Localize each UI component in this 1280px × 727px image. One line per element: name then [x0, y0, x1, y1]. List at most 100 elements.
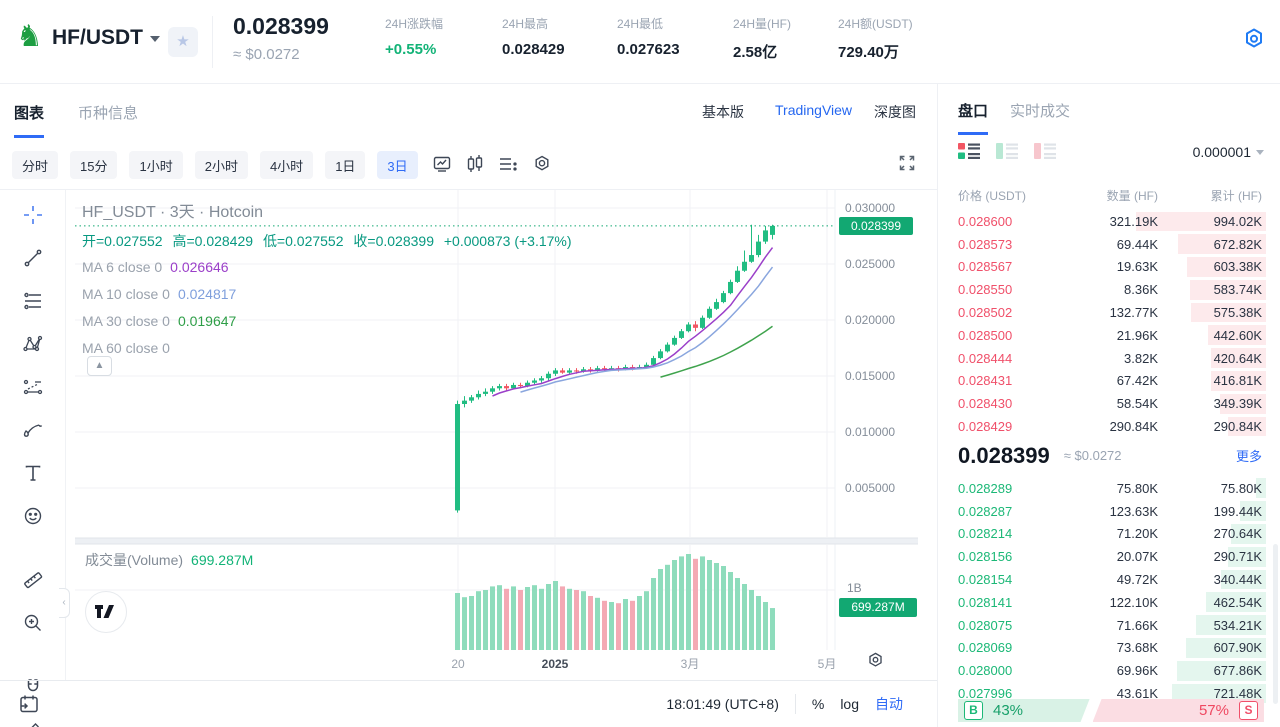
fullscreen-icon[interactable]	[898, 154, 916, 172]
tab-recent-trades[interactable]: 实时成交	[1010, 103, 1071, 120]
trend-line-icon[interactable]	[22, 247, 44, 269]
crosshair-icon[interactable]	[22, 204, 44, 226]
clock-readout[interactable]: 18:01:49 (UTC+8)	[666, 696, 779, 712]
volume-axis-max-label: 1B	[847, 581, 862, 595]
precision-dropdown[interactable]: 0.000001	[1193, 144, 1264, 160]
favorite-star-button[interactable]: ★	[168, 27, 198, 57]
orderbook-ask-row[interactable]: 0.028429 290.84K 290.84K	[958, 415, 1266, 438]
orderbook-bid-row[interactable]: 0.028156 20.07K 290.71K	[958, 545, 1266, 568]
orderbook-ask-row[interactable]: 0.028573 69.44K 672.82K	[958, 233, 1266, 256]
orderbook-bid-row[interactable]: 0.028000 69.96K 677.86K	[958, 659, 1266, 682]
layout-both-icon[interactable]	[958, 142, 980, 160]
draw-lock-icon[interactable]	[22, 719, 44, 727]
tab-coin-info[interactable]: 币种信息	[78, 105, 139, 122]
buy-sell-ratio-bar: B 43% 57% S	[958, 699, 1264, 722]
tab-chart[interactable]: 图表	[14, 102, 45, 138]
current-price-usd: ≈ $0.0272	[1063, 448, 1122, 464]
brush-icon[interactable]	[22, 419, 44, 441]
interval-button-分时[interactable]: 分时	[12, 151, 59, 179]
text-tool-icon[interactable]	[22, 462, 44, 484]
interval-button-4小时[interactable]: 4小时	[259, 151, 314, 179]
volume-value: 699.287M	[191, 552, 254, 568]
orderbook-ask-row[interactable]: 0.028567 19.63K 603.38K	[958, 256, 1266, 279]
current-price: 0.028399	[958, 442, 1050, 468]
time-axis-settings-icon[interactable]	[866, 651, 885, 670]
orderbook-ask-row[interactable]: 0.028431 67.42K 416.81K	[958, 370, 1266, 393]
emoji-tool-icon[interactable]	[22, 505, 44, 527]
orderbook-ask-row[interactable]: 0.028600 321.19K 994.02K	[958, 210, 1266, 233]
stat-value: +0.55%	[385, 41, 437, 58]
chart-section: 图表 币种信息 基本版 TradingView 深度图 分时 15分 1小时 2小时 4…	[0, 84, 938, 727]
svg-text:0.010000: 0.010000	[845, 425, 895, 439]
header: ♞ HF/USDT ★ 0.028399 ≈ $0.0272 24H涨跌幅 +0…	[0, 0, 1280, 84]
legend-collapse-button[interactable]: ▲	[87, 356, 112, 376]
stat-low: 24H最低 0.027623	[617, 15, 680, 58]
candlestick-chart[interactable]: 0.030000 0.025000 0.020000 0.015000 0.010000…	[66, 190, 937, 680]
precision-caret-icon	[1256, 149, 1264, 159]
toolbar-collapse-handle[interactable]: ‹	[59, 588, 70, 618]
tradingview-logo-icon[interactable]	[85, 591, 127, 633]
orderbook-bid-row[interactable]: 0.027996 43.61K 721.48K	[958, 682, 1266, 705]
orderbook-ask-row[interactable]: 0.028500 21.96K 442.60K	[958, 324, 1266, 347]
interval-button-1日[interactable]: 1日	[325, 151, 366, 179]
interval-button-2小时[interactable]: 2小时	[194, 151, 248, 179]
bids-list: 0.028289 75.80K 75.80K 0.028287 123.63K 199.4…	[938, 475, 1280, 705]
chart-svg[interactable]: 0.030000 0.025000 0.020000 0.015000 0.010000…	[66, 190, 938, 680]
orderbook-bid-row[interactable]: 0.028289 75.80K 75.80K	[958, 477, 1266, 500]
svg-text:0.030000: 0.030000	[845, 201, 895, 215]
chart-toolbar-icons	[432, 154, 552, 174]
orderbook-bid-row[interactable]: 0.028141 122.10K 462.54K	[958, 591, 1266, 614]
orderbook-ask-row[interactable]: 0.028502 132.77K 575.38K	[958, 301, 1266, 324]
percent-scale-button[interactable]: %	[811, 696, 825, 712]
orderbook-layout-switch	[958, 142, 1056, 160]
col-price: 价格 (USDT)	[958, 188, 1026, 203]
orderbook-scrollbar[interactable]	[1273, 544, 1278, 704]
fib-retracement-icon[interactable]	[22, 290, 44, 312]
xabcd-pattern-icon[interactable]	[22, 333, 44, 355]
stat-high: 24H最高 0.028429	[502, 15, 565, 58]
layout-bids-icon[interactable]	[996, 142, 1018, 160]
forecast-tool-icon[interactable]	[22, 376, 44, 398]
last-price-usd: ≈ $0.0272	[233, 46, 300, 63]
layout-asks-icon[interactable]	[1034, 142, 1056, 160]
indicators-list-icon[interactable]	[498, 155, 518, 173]
more-link[interactable]: 更多	[1235, 449, 1262, 465]
pair-dropdown-caret-icon[interactable]	[150, 36, 160, 47]
settings-gear-icon[interactable]	[1242, 27, 1266, 51]
auto-scale-button[interactable]: 自动	[875, 696, 903, 712]
svg-text:0.005000: 0.005000	[845, 481, 895, 495]
sell-percent: 57%	[1198, 702, 1229, 719]
view-tab-depth[interactable]: 深度图	[874, 104, 916, 120]
candle-type-icon[interactable]	[466, 154, 484, 174]
stat-value: 2.58亿	[733, 44, 778, 61]
buy-badge: B	[964, 701, 983, 720]
goto-date-icon[interactable]	[18, 693, 40, 715]
orderbook-bid-row[interactable]: 0.028287 123.63K 199.44K	[958, 500, 1266, 523]
chart-tabs-row: 图表 币种信息 基本版 TradingView 深度图	[0, 84, 937, 140]
interval-button-3日[interactable]: 3日	[377, 151, 418, 179]
orderbook-ask-row[interactable]: 0.028430 58.54K 349.39K	[958, 392, 1266, 415]
orderbook-bid-row[interactable]: 0.028069 73.68K 607.90K	[958, 637, 1266, 660]
chart-settings-icon[interactable]	[532, 154, 552, 174]
tab-orderbook[interactable]: 盘口	[958, 100, 989, 135]
interval-row: 分时 15分 1小时 2小时 4小时 1日 3日	[0, 140, 937, 190]
zoom-in-icon[interactable]	[22, 612, 44, 634]
orderbook-bid-row[interactable]: 0.028075 71.66K 534.21K	[958, 614, 1266, 637]
orderbook-current-price: 0.028399 ≈ $0.0272 更多	[938, 440, 1280, 472]
orderbook-bid-row[interactable]: 0.028214 71.20K 270.64K	[958, 523, 1266, 546]
view-tab-tradingview[interactable]: TradingView	[775, 102, 853, 118]
interval-button-1小时[interactable]: 1小时	[129, 151, 183, 179]
last-price: 0.028399	[233, 13, 329, 39]
interval-button-15分[interactable]: 15分	[70, 151, 118, 179]
stat-change: 24H涨跌幅 +0.55%	[385, 15, 443, 58]
orderbook-ask-row[interactable]: 0.028550 8.36K 583.74K	[958, 278, 1266, 301]
orderbook-ask-row[interactable]: 0.028444 3.82K 420.64K	[958, 347, 1266, 370]
view-tab-basic[interactable]: 基本版	[702, 104, 744, 120]
ruler-icon[interactable]	[22, 569, 44, 591]
log-scale-button[interactable]: log	[840, 696, 859, 712]
orderbook-bid-row[interactable]: 0.028154 49.72K 340.44K	[958, 568, 1266, 591]
indicator-template-icon[interactable]	[432, 154, 452, 174]
orderbook-controls: 0.000001	[938, 136, 1280, 176]
pair-name[interactable]: HF/USDT	[52, 26, 143, 49]
